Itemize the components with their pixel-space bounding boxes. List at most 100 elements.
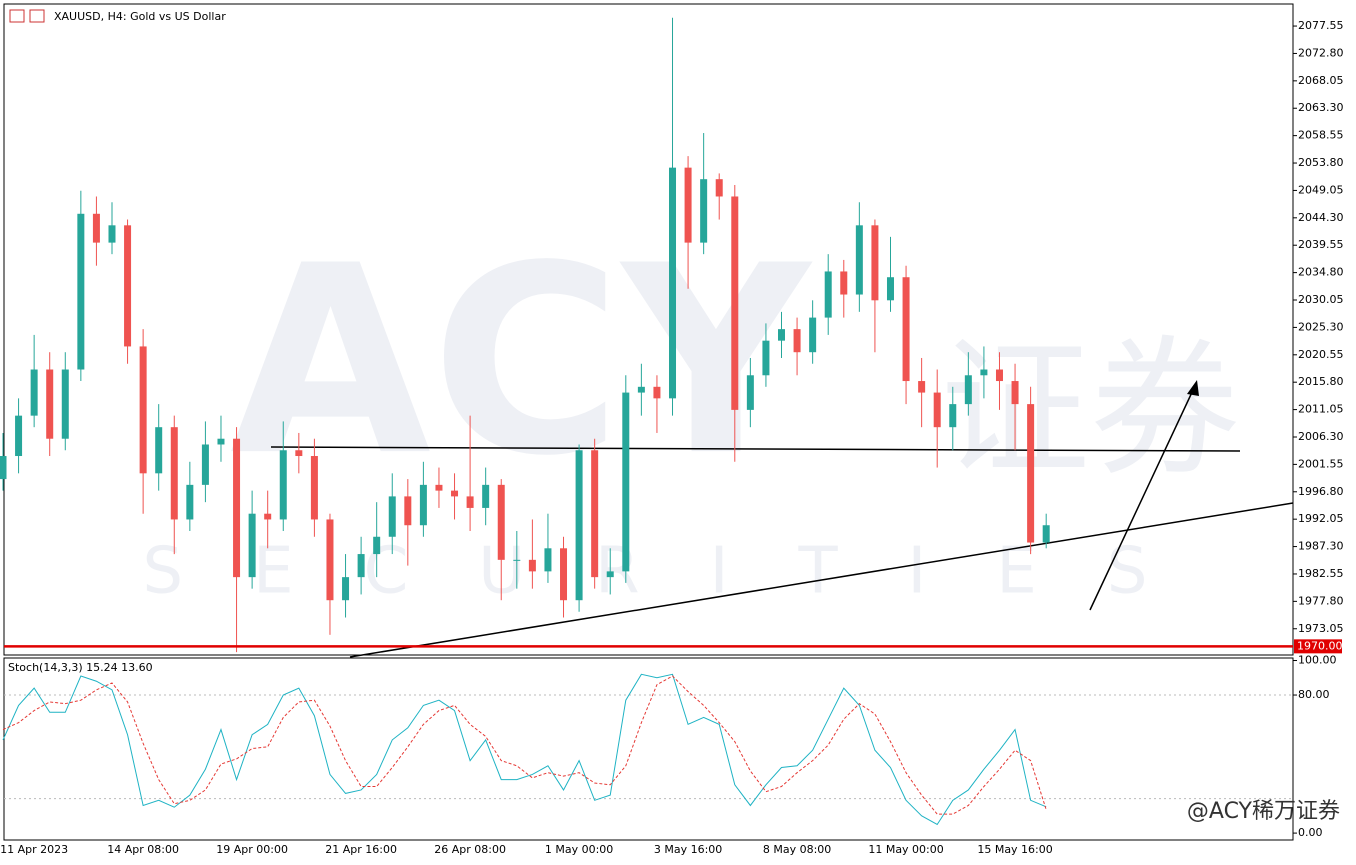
main-frame <box>3 3 1294 656</box>
y-tick-label: 2039.55 <box>1298 238 1344 251</box>
y-tick-label: 1982.55 <box>1298 567 1344 580</box>
candle-body <box>731 196 739 410</box>
candle-body <box>886 277 894 301</box>
candle-body <box>528 559 536 572</box>
candle-body <box>513 559 521 561</box>
candle-body <box>248 513 256 578</box>
candle-body <box>61 369 69 439</box>
candle-body <box>606 571 614 578</box>
price-line-tag <box>1294 639 1342 654</box>
candle-body <box>544 548 552 572</box>
candle-body <box>933 392 941 428</box>
y-tick-label: 2030.05 <box>1298 293 1344 306</box>
candle-body <box>840 271 848 295</box>
candle-body <box>980 369 988 376</box>
candle-body <box>684 167 692 243</box>
y-tick-label: 2058.55 <box>1298 129 1344 142</box>
candle-body <box>92 213 100 243</box>
candle-body <box>466 496 474 508</box>
candle-body <box>139 346 147 474</box>
y-tick-label: 1977.80 <box>1298 594 1344 607</box>
arrow <box>1089 387 1195 611</box>
y-tick-label: 2072.80 <box>1298 46 1344 59</box>
y-tick-label: 100.00 <box>1298 654 1337 667</box>
y-tick-label: 2063.30 <box>1298 101 1344 114</box>
stoch-line <box>2 675 1047 815</box>
candle-body <box>637 386 645 393</box>
candle-body <box>591 450 599 578</box>
icon <box>29 9 45 23</box>
price-line-label: 1970.00 <box>1297 639 1343 652</box>
candle-body <box>902 277 910 382</box>
candle-body <box>746 375 754 410</box>
chart-title: XAUUSD, H4: Gold vs US Dollar <box>54 10 226 23</box>
candle-body <box>233 438 241 578</box>
y-tick-label: 2044.30 <box>1298 211 1344 224</box>
candle-body <box>793 329 801 353</box>
y-tick-label: 80.00 <box>1298 688 1330 701</box>
x-tick-label: 14 Apr 08:00 <box>107 843 179 856</box>
y-tick-label: 2049.05 <box>1298 183 1344 196</box>
x-tick-label: 1 May 00:00 <box>545 843 613 856</box>
candle-body <box>949 404 957 428</box>
candle-body <box>669 167 677 399</box>
x-tick-label: 3 May 16:00 <box>654 843 722 856</box>
candle-body <box>855 225 863 295</box>
candle-body <box>15 415 23 457</box>
arrow-head <box>1187 380 1199 396</box>
candle-body <box>622 392 630 572</box>
x-tick-label: 11 Apr 2023 <box>0 843 68 856</box>
stoch-title: Stoch(14,3,3) 15.24 13.60 <box>8 661 153 674</box>
candle-body <box>0 456 7 480</box>
stoch-line <box>2 673 1047 826</box>
y-tick-label: 1996.80 <box>1298 485 1344 498</box>
candle-body <box>419 484 427 526</box>
candle-body <box>388 496 396 537</box>
x-tick-label: 21 Apr 16:00 <box>325 843 397 856</box>
candle-body <box>124 225 132 347</box>
icon <box>9 9 25 23</box>
y-tick-label: 2077.55 <box>1298 19 1344 32</box>
candle-body <box>357 554 365 578</box>
candle-body <box>264 513 272 520</box>
candle-body <box>170 427 178 520</box>
y-tick-label: 2001.55 <box>1298 457 1344 470</box>
y-tick-label: 2068.05 <box>1298 74 1344 87</box>
candle-body <box>155 427 163 474</box>
y-tick-label: 1992.05 <box>1298 512 1344 525</box>
y-tick-label: 2006.30 <box>1298 430 1344 443</box>
candle-body <box>964 375 972 405</box>
candle-body <box>326 519 334 601</box>
y-tick-label: 2015.80 <box>1298 375 1344 388</box>
y-tick-label: 2053.80 <box>1298 156 1344 169</box>
candle-body <box>342 577 350 601</box>
watermark-cjk: 证券 <box>940 323 1240 497</box>
candle-body <box>809 317 817 353</box>
y-tick-label: 1987.30 <box>1298 540 1344 553</box>
candle-body <box>186 484 194 520</box>
y-tick-label: 2020.55 <box>1298 348 1344 361</box>
candle-body <box>108 225 116 243</box>
candle-body <box>217 438 225 445</box>
candle-body <box>575 450 583 601</box>
x-tick-label: 19 Apr 00:00 <box>216 843 288 856</box>
candle-body <box>560 548 568 601</box>
trend-line <box>270 446 1241 452</box>
candle-body <box>653 386 661 399</box>
candle-body <box>295 450 303 457</box>
candle-body <box>201 444 209 485</box>
candle-body <box>918 381 926 393</box>
x-tick-label: 15 May 16:00 <box>977 843 1052 856</box>
candle-body <box>404 496 412 526</box>
candle-body <box>279 450 287 520</box>
candle-body <box>373 536 381 555</box>
candle-body <box>778 329 785 341</box>
x-tick-label: 11 May 00:00 <box>868 843 943 856</box>
candle-body <box>46 369 54 439</box>
candle-body <box>824 271 832 318</box>
watermark-sub: SECURITIES <box>143 535 1218 609</box>
y-tick-label: 2025.30 <box>1298 320 1344 333</box>
candle-body <box>310 456 318 520</box>
